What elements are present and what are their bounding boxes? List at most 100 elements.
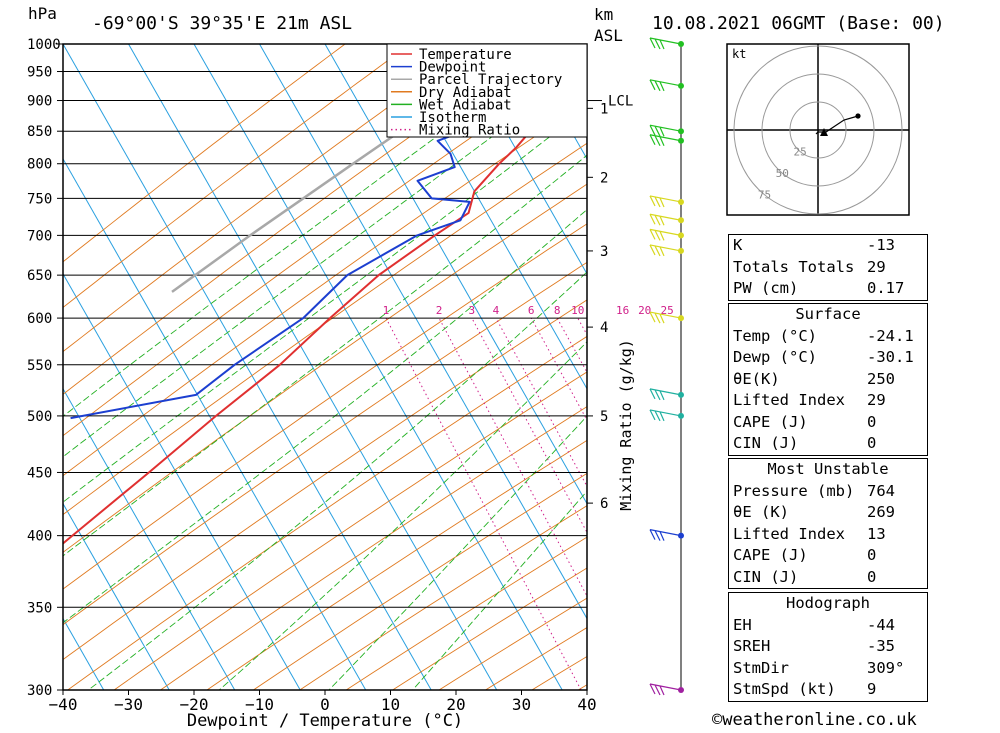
surface-li-value: 29 xyxy=(867,391,886,409)
temperature-tick-label: −40 xyxy=(49,695,78,714)
legend-entry: Wet Adiabat xyxy=(419,97,512,113)
km-unit: km xyxy=(594,5,613,24)
mixing-ratio-tick-label: 10 xyxy=(571,304,584,317)
tt-row: Totals Totals 29 xyxy=(729,257,927,279)
eh-row: EH -44 xyxy=(729,615,927,637)
hodograph-section: Hodograph EH -44 SREH -35 StmDir 309° StmSp… xyxy=(728,592,928,702)
mu-cin-label: CIN (J) xyxy=(733,567,799,586)
mu-thetae-label: θE (K) xyxy=(733,503,789,521)
mixing-ratio-tick-label: 3 xyxy=(469,304,476,317)
isotherm-line xyxy=(63,387,236,690)
x-axis-label: Dewpoint / Temperature (°C) xyxy=(187,711,463,731)
pressure-tick-label: 400 xyxy=(27,529,52,545)
surface-li-row: Lifted Index 29 xyxy=(729,390,927,412)
wind-barb-stroke xyxy=(649,37,682,50)
wind-barb-icon xyxy=(649,79,682,92)
legend-entry: Parcel Trajectory xyxy=(419,72,562,88)
dry-adiabat-line xyxy=(63,44,346,263)
dry-adiabat-line xyxy=(160,406,587,690)
pressure-tick-label: 550 xyxy=(27,358,52,374)
pressure-tick-label: 850 xyxy=(27,124,52,140)
pressure-tick-label: 800 xyxy=(27,157,52,173)
temperature-tick-label: 40 xyxy=(577,695,596,714)
wind-barb-icon xyxy=(649,311,682,324)
km-tick-label: 1 xyxy=(600,101,608,117)
isotherm-line xyxy=(390,44,587,390)
sreh-value: -35 xyxy=(867,637,895,655)
mu-cin-value: 0 xyxy=(867,567,877,586)
surface-temp-value: -24.1 xyxy=(867,326,914,345)
km-tick-label: 6 xyxy=(600,496,608,512)
wind-barb-icon xyxy=(649,134,682,147)
isotherm-line xyxy=(63,44,432,690)
sreh-label: SREH xyxy=(733,637,771,655)
wet-adiabat-line xyxy=(412,490,587,690)
eh-value: -44 xyxy=(867,615,895,634)
wind-barb-icon xyxy=(649,244,682,257)
surface-dewp-row: Dewp (°C) -30.1 xyxy=(729,347,927,369)
dry-adiabat-line xyxy=(113,371,587,690)
mixing-ratio-tick-label: 8 xyxy=(554,304,561,317)
hodograph-unit: kt xyxy=(732,47,746,61)
asl-unit: ASL xyxy=(594,26,623,45)
hodograph-table-title: Hodograph xyxy=(786,594,870,612)
most-unstable-section: Most Unstable Pressure (mb) 764 θE (K) 269… xyxy=(728,458,928,589)
wind-barb-stroke xyxy=(649,228,682,241)
pressure-tick-label: 700 xyxy=(27,228,52,244)
mu-pressure-value: 764 xyxy=(867,481,895,500)
dry-adiabat-line xyxy=(253,472,587,690)
mu-cin-row: CIN (J) 0 xyxy=(729,567,927,589)
isotherm-line xyxy=(455,44,587,275)
mu-thetae-row: θE (K) 269 xyxy=(729,502,927,524)
wind-barb-icon xyxy=(649,529,682,541)
tt-value: 29 xyxy=(867,257,886,276)
isotherm-line xyxy=(128,44,498,690)
pressure-tick-label: 750 xyxy=(27,191,52,207)
dry-adiabat-line xyxy=(63,100,587,477)
km-tick-label: 3 xyxy=(600,244,608,260)
wet-adiabat-line xyxy=(218,341,587,690)
surface-li-label: Lifted Index xyxy=(733,391,845,409)
isobars xyxy=(63,43,587,691)
wind-barb-icon xyxy=(649,124,682,137)
wind-barb-icon xyxy=(649,388,682,401)
km-tick-label: 5 xyxy=(600,409,608,425)
temperature-tick-label: 0 xyxy=(320,695,330,714)
hodograph-ring-label: 50 xyxy=(776,167,789,180)
surface-temp-label: Temp (°C) xyxy=(733,326,817,345)
surface-cin-label: CIN (J) xyxy=(733,434,799,452)
mixing-ratio-tick-label: 2 xyxy=(436,304,443,317)
wet-adiabat-line xyxy=(63,154,587,557)
temperature-line xyxy=(63,44,540,545)
dry-adiabat-line xyxy=(299,505,587,690)
mu-cape-row: CAPE (J) 0 xyxy=(729,545,927,567)
k-label: K xyxy=(733,236,743,254)
legend-entry: Temperature xyxy=(419,47,512,63)
dry-adiabat-line xyxy=(206,439,587,690)
isotherm-line xyxy=(521,44,587,160)
mu-pressure-label: Pressure (mb) xyxy=(733,481,855,500)
plot-frame xyxy=(62,43,588,691)
surface-temp-row: Temp (°C) -24.1 xyxy=(729,326,927,348)
dry-adiabat-line xyxy=(63,44,542,395)
legend-entry: Mixing Ratio xyxy=(419,123,520,139)
pw-row: PW (cm) 0.17 xyxy=(729,278,927,300)
surface-dewp-label: Dewp (°C) xyxy=(733,348,817,366)
stmdir-row: StmDir 309° xyxy=(729,658,927,680)
pressure-tick-label: 300 xyxy=(27,683,52,699)
hodograph-point xyxy=(855,113,861,119)
stmdir-value: 309° xyxy=(867,658,905,677)
wet-adiabat-line xyxy=(63,208,587,624)
mixing-ratio-labels: 1 2 3 4 6 8 10 16 20 25 xyxy=(383,304,674,317)
storm-motion-marker xyxy=(820,128,828,136)
mixing-ratio-tick-label: 20 xyxy=(638,304,651,317)
mu-li-value: 13 xyxy=(867,524,886,543)
surface-thetae-row: θE(K) 250 xyxy=(729,369,927,391)
wind-profile xyxy=(649,37,684,696)
surface-thetae-label: θE(K) xyxy=(733,369,780,388)
mu-li-row: Lifted Index 13 xyxy=(729,524,927,546)
wind-barb-stroke xyxy=(649,244,682,257)
pressure-tick-label: 450 xyxy=(27,465,52,481)
